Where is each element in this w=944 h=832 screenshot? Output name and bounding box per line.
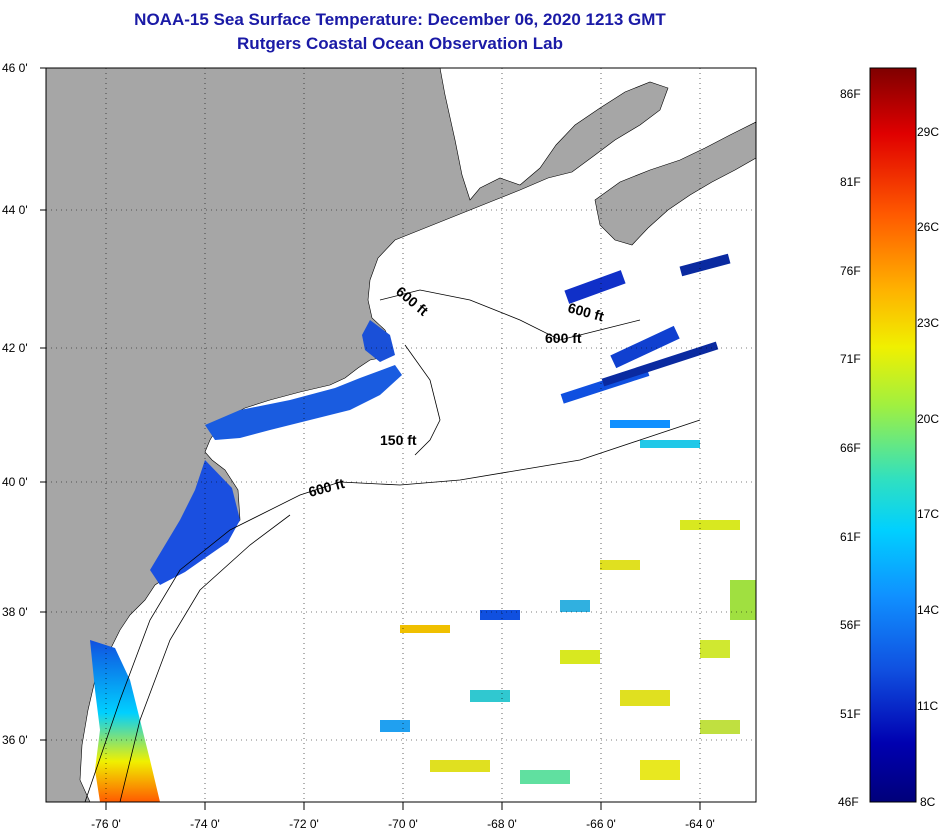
lon-label-64: -64 0' xyxy=(685,817,715,831)
lat-label-46: 46 0' xyxy=(2,61,28,75)
lat-label-44: 44 0' xyxy=(2,203,28,217)
frame-ticks xyxy=(40,67,701,810)
cb-f-66: 66F xyxy=(840,441,861,455)
lon-label-74: -74 0' xyxy=(190,817,220,831)
cb-f-56: 56F xyxy=(840,618,861,632)
cb-c-8: 8C xyxy=(920,795,936,809)
cb-c-29: 29C xyxy=(917,125,940,139)
cb-f-71: 71F xyxy=(840,352,861,366)
map-area xyxy=(46,68,756,802)
lat-label-42: 42 0' xyxy=(2,341,28,355)
cb-c-26: 26C xyxy=(917,220,940,234)
lon-label-70: -70 0' xyxy=(388,817,418,831)
cb-f-86: 86F xyxy=(840,87,861,101)
cb-c-11: 11C xyxy=(917,699,939,713)
lon-label-72: -72 0' xyxy=(289,817,319,831)
cb-c-20: 20C xyxy=(917,412,940,426)
cb-c-17: 17C xyxy=(917,507,940,521)
colorbar xyxy=(869,67,917,803)
lat-label-36: 36 0' xyxy=(2,733,28,747)
cb-c-23: 23C xyxy=(917,316,940,330)
cb-f-81: 81F xyxy=(840,175,861,189)
sst-patches-northeast xyxy=(560,253,731,448)
contour-label-600ft-basin: 600 ft xyxy=(545,330,582,346)
long-island-sound xyxy=(205,365,402,440)
lon-label-68: -68 0' xyxy=(487,817,517,831)
cb-f-61: 61F xyxy=(840,530,861,544)
contour-label-150ft: 150 ft xyxy=(380,432,417,448)
graticule xyxy=(46,68,756,802)
lat-label-40: 40 0' xyxy=(2,475,28,489)
cb-f-46: 46F xyxy=(838,795,859,809)
map-subtitle: Rutgers Coastal Ocean Observation Lab xyxy=(237,34,563,53)
bathymetry-contours xyxy=(84,289,701,802)
map-title: NOAA-15 Sea Surface Temperature: Decembe… xyxy=(134,10,666,29)
nj-shelf xyxy=(150,460,240,585)
cb-f-76: 76F xyxy=(840,264,861,278)
cb-c-14: 14C xyxy=(917,603,940,617)
sst-patches-offshore xyxy=(380,520,756,784)
lat-label-38: 38 0' xyxy=(2,605,28,619)
lon-label-66: -66 0' xyxy=(586,817,616,831)
us-landmass xyxy=(46,68,669,802)
map-frame xyxy=(45,67,757,803)
cape-cod-bay xyxy=(362,320,395,362)
cb-f-51: 51F xyxy=(840,707,861,721)
lon-label-76: -76 0' xyxy=(91,817,121,831)
nova-scotia xyxy=(594,121,756,246)
chesapeake-bay xyxy=(90,640,160,802)
